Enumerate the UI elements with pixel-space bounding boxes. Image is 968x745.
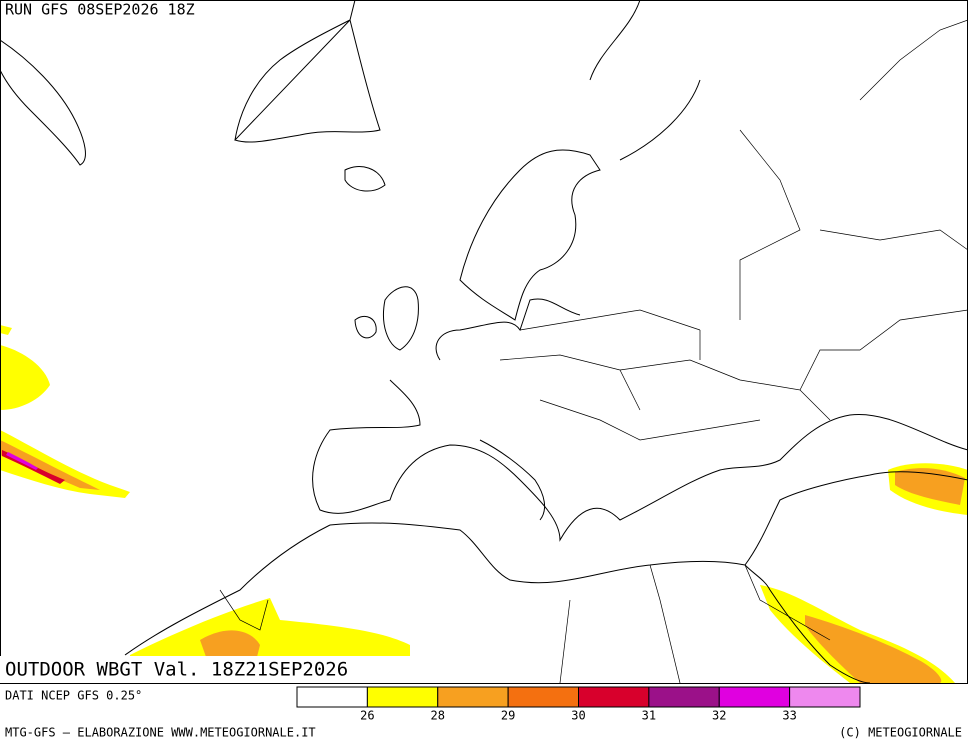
heat-area [0, 430, 130, 498]
red-sea-coast [769, 589, 871, 684]
colorbar-tick: 29 [501, 709, 515, 723]
levant-coast [744, 471, 968, 566]
arctic-coast [589, 0, 701, 161]
heat-area [6, 452, 38, 470]
colorbar-box [789, 686, 861, 708]
run-label: RUN GFS 08SEP2026 18Z [5, 1, 195, 19]
heat-area [0, 325, 12, 335]
colorbar-tick: 31 [642, 709, 656, 723]
colorbar-tick: 30 [571, 709, 585, 723]
colorbar-box [648, 686, 720, 708]
scandinavia [459, 149, 601, 321]
title-box [0, 656, 388, 683]
colorbar-box [296, 686, 368, 708]
colorbar: 26 28 29 30 31 32 33 [296, 686, 861, 723]
colorbar-box [437, 686, 509, 708]
ireland [354, 316, 377, 339]
canada-coast [0, 39, 86, 166]
africa-coast [124, 522, 771, 656]
colorbar-box [718, 686, 791, 708]
italy [479, 439, 546, 521]
footer-right: (C) METEOGIORNALE [839, 726, 962, 740]
country-borders [219, 19, 968, 684]
footer-left: MTG-GFS — ELABORAZIONE WWW.METEOGIORNALE… [5, 726, 316, 740]
colorbar-box [578, 686, 650, 708]
colorbar-tick: 33 [782, 709, 796, 723]
colorbar-box [507, 686, 579, 708]
heat-area [895, 468, 965, 505]
colorbar-tick: 28 [431, 709, 445, 723]
greenland [234, 0, 381, 143]
title: OUTDOOR WBGT Val. 18Z21SEP2026 [5, 659, 348, 681]
heat-area [0, 440, 100, 490]
colorbar-box [366, 686, 439, 708]
colorbar-tick: 32 [712, 709, 726, 723]
europe-coast [312, 379, 968, 542]
heat-area [805, 615, 942, 683]
source: DATI NCEP GFS 0.25° [5, 689, 142, 703]
iceland [344, 166, 386, 192]
colorbar-tick: 26 [360, 709, 374, 723]
heat-area [0, 345, 50, 410]
north-sea-coast [435, 298, 581, 361]
britain [383, 286, 419, 351]
